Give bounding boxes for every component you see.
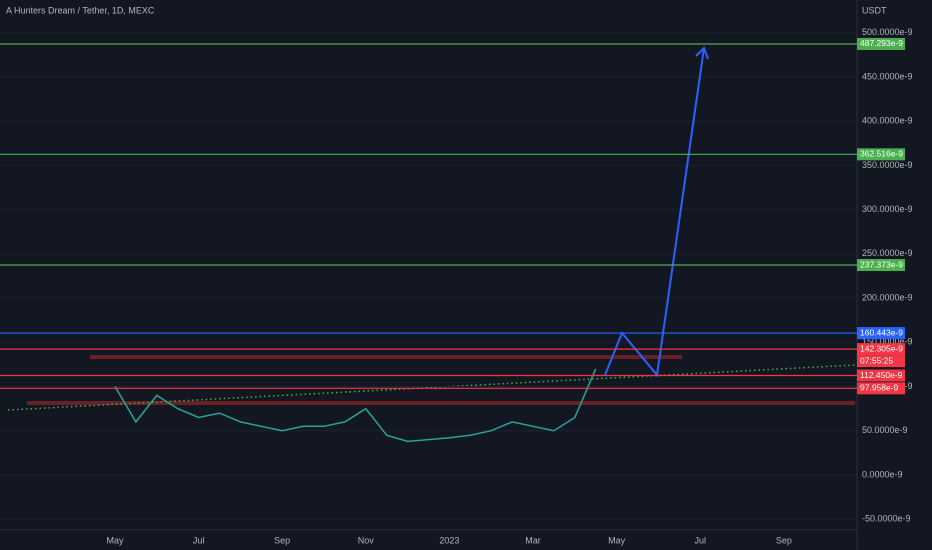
- y-tick-label: 450.0000e-9: [862, 71, 913, 81]
- level-tag: [857, 148, 905, 161]
- level-label: 142.305e-9: [860, 343, 903, 353]
- level-tag: [857, 382, 905, 395]
- level-label: 112.450e-9: [860, 370, 903, 380]
- y-tick-label: 150.0000e-9: [862, 337, 913, 347]
- level-label: 160.443e-9: [860, 327, 903, 337]
- x-tick-label: Jul: [694, 535, 706, 545]
- level-label: 97.958e-9: [860, 383, 899, 393]
- countdown-label: 07:55:25: [860, 355, 893, 365]
- y-tick-label: 400.0000e-9: [862, 116, 913, 126]
- x-tick-label: Jul: [193, 535, 205, 545]
- x-tick-label: Mar: [525, 535, 541, 545]
- plot: [0, 32, 857, 520]
- y-tick-label: 350.0000e-9: [862, 160, 913, 170]
- x-tick-label: Sep: [776, 535, 792, 545]
- x-tick-label: Sep: [274, 535, 290, 545]
- level-label: 237.373e-9: [860, 259, 903, 269]
- projection-arrow: [695, 46, 709, 60]
- currency-label: USDT: [862, 5, 887, 15]
- zone: [90, 355, 682, 359]
- level-tag: [857, 259, 905, 272]
- countdown-tag: [857, 355, 905, 368]
- trend-line: [7, 364, 856, 411]
- y-tick-label: 500.0000e-9: [862, 27, 913, 37]
- level-label: 362.516e-9: [860, 149, 903, 159]
- projection: [604, 47, 705, 378]
- y-tick-label: -50.0000e-9: [862, 514, 911, 524]
- y-tick-label: 50.0000e-9: [862, 425, 908, 435]
- x-tick-label: 2023: [439, 535, 459, 545]
- x-tick-label: May: [106, 535, 124, 545]
- y-tick-label: 250.0000e-9: [862, 248, 913, 258]
- price-line: [114, 368, 597, 443]
- chart-title: A Hunters Dream / Tether, 1D, MEXC: [6, 5, 155, 15]
- y-tick-label: 0.0000e-9: [862, 469, 903, 479]
- x-tick-label: May: [608, 535, 626, 545]
- y-tick-label: 200.0000e-9: [862, 292, 913, 302]
- level-tag: [857, 343, 905, 356]
- level-tag: [857, 37, 905, 50]
- level-tag: [857, 327, 905, 340]
- zone: [27, 401, 855, 405]
- level-tag: [857, 369, 905, 382]
- y-tick-label: 300.0000e-9: [862, 204, 913, 214]
- level-label: 487.293e-9: [860, 38, 903, 48]
- x-tick-label: Nov: [358, 535, 375, 545]
